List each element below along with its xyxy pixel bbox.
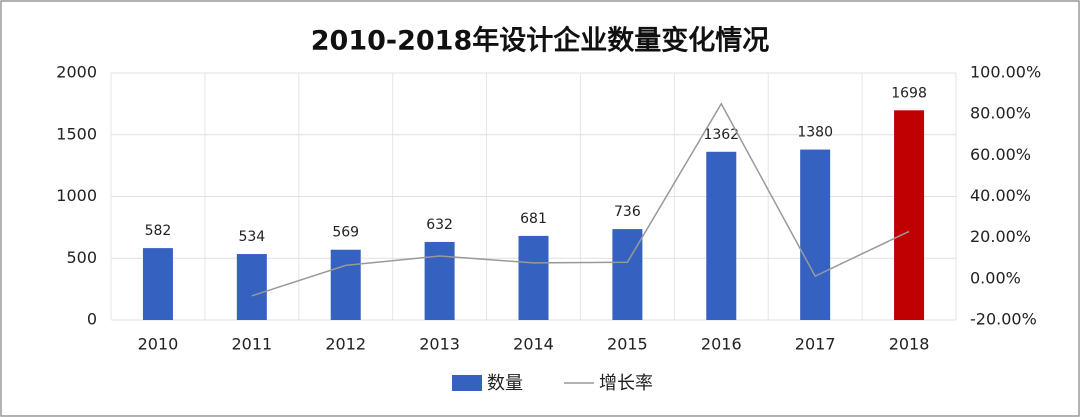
data-label: 1698 xyxy=(891,85,927,101)
data-label: 681 xyxy=(520,211,547,227)
bar xyxy=(424,241,455,320)
legend-label: 增长率 xyxy=(599,373,653,394)
x-tick-label: 2013 xyxy=(419,335,460,354)
y-tick-label: 1000 xyxy=(56,186,97,205)
bar xyxy=(894,110,925,320)
x-tick-label: 2016 xyxy=(701,335,742,354)
x-tick-label: 2017 xyxy=(795,335,836,354)
x-tick-label: 2010 xyxy=(138,335,179,354)
bar xyxy=(800,149,831,320)
y2-tick-label: 60.00% xyxy=(970,145,1031,164)
data-label: 632 xyxy=(426,217,453,233)
bar xyxy=(706,151,737,320)
data-label: 582 xyxy=(145,223,172,239)
y2-tick-label: 80.00% xyxy=(970,104,1031,123)
data-label: 534 xyxy=(238,229,265,245)
x-tick-label: 2011 xyxy=(231,335,272,354)
data-label: 736 xyxy=(614,204,641,220)
chart-title: 2010-2018年设计企业数量变化情况 xyxy=(311,25,770,57)
legend-swatch xyxy=(452,375,482,391)
y-tick-label: 500 xyxy=(66,248,97,267)
y2-tick-label: 40.00% xyxy=(970,186,1031,205)
y-tick-label: 2000 xyxy=(56,63,97,82)
data-label: 1362 xyxy=(703,127,739,143)
x-tick-label: 2014 xyxy=(513,335,554,354)
legend-label: 数量 xyxy=(487,373,523,394)
bar xyxy=(518,235,549,320)
y2-tick-label: 0.00% xyxy=(970,268,1021,287)
bar xyxy=(330,249,361,320)
y-tick-label: 0 xyxy=(87,310,97,329)
y-tick-label: 1500 xyxy=(56,124,97,143)
x-tick-label: 2018 xyxy=(889,335,930,354)
y2-tick-label: 100.00% xyxy=(970,63,1041,82)
line xyxy=(251,102,910,297)
data-label: 569 xyxy=(332,225,359,241)
data-label: 1380 xyxy=(797,125,833,141)
x-tick-label: 2015 xyxy=(607,335,648,354)
bar xyxy=(142,248,173,320)
bar xyxy=(236,254,267,320)
x-tick-label: 2012 xyxy=(325,335,366,354)
y2-tick-label: 20.00% xyxy=(970,227,1031,246)
y2-tick-label: -20.00% xyxy=(970,310,1037,329)
bar xyxy=(612,229,643,320)
